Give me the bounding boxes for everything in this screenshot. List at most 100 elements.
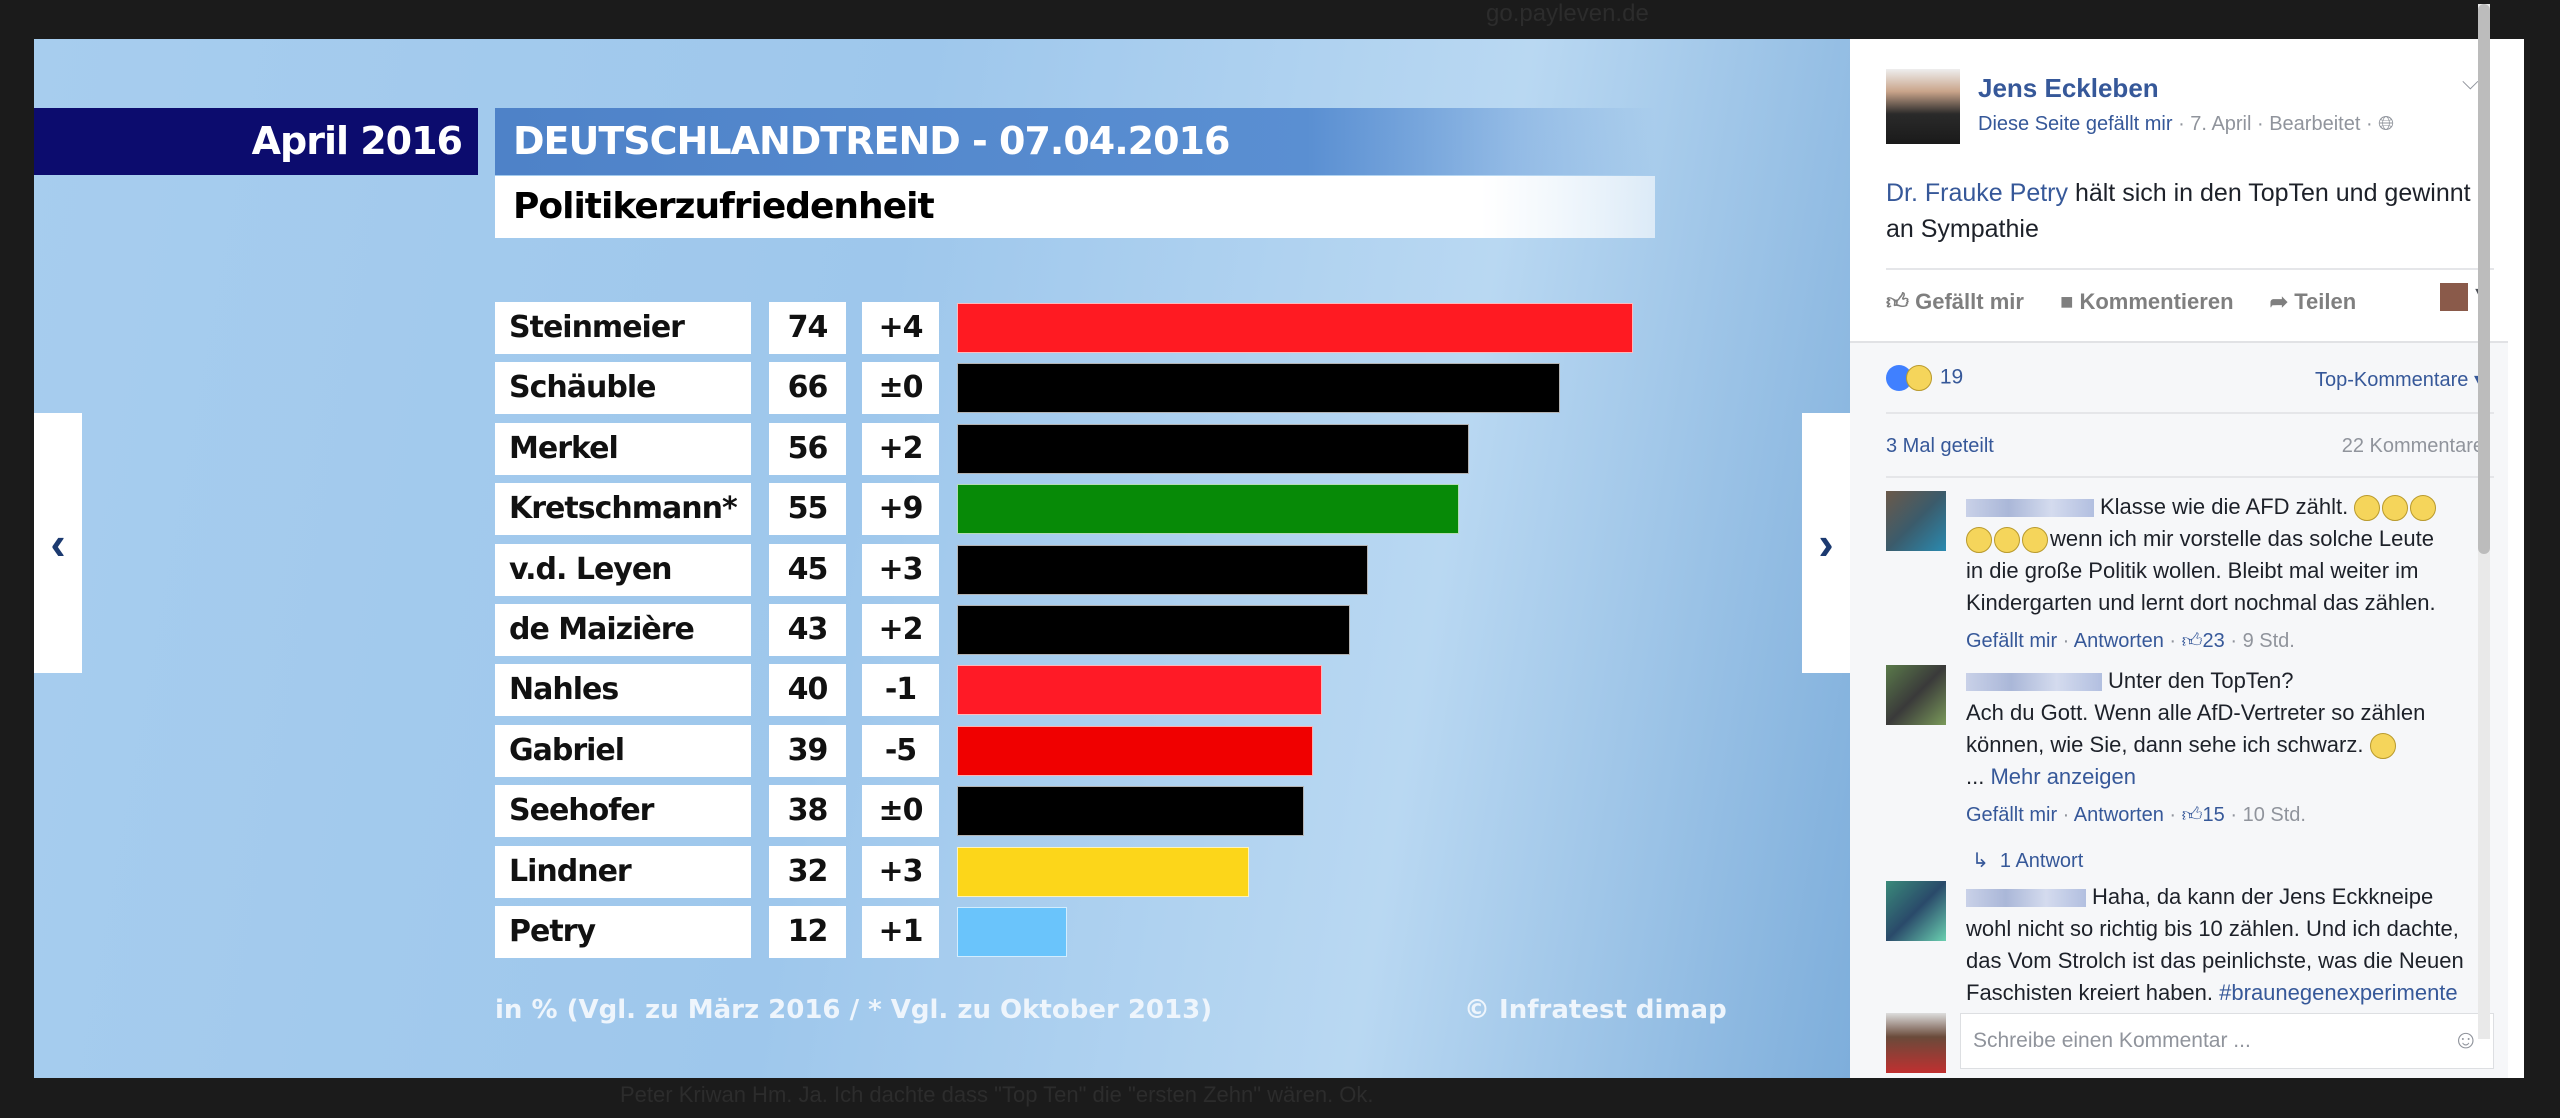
chart-header-month: April 2016 [34,108,478,175]
bar [957,423,1469,474]
data-label-value: 39 [769,724,846,777]
bar [957,484,1460,535]
globe-icon: 🌐︎ [2378,113,2395,135]
comments-count[interactable]: 22 Kommentare [2341,435,2484,457]
post-panel: Jens Eckleben Diese Seite gefällt mir · … [1850,39,2524,1078]
data-label-change: -5 [862,724,939,777]
comment-reply-link[interactable]: Antworten [2073,630,2164,652]
commenter-name-blurred[interactable] [1966,889,2086,908]
chevron-right-icon: › [1818,517,1834,569]
bar [957,605,1350,655]
data-label-change: ±0 [862,362,939,415]
view-replies-link[interactable]: ↳ 1 Antwort [1972,850,2084,872]
data-label-change: +1 [862,906,939,958]
comment: Klasse wie die AFD zählt. wenn ich mir v… [1966,494,2437,652]
next-photo-button[interactable]: › [1802,413,1850,673]
comment-bubble-icon: ■ [2060,289,2074,314]
author-avatar[interactable] [1886,69,1960,144]
bar [957,544,1369,595]
data-label-value: 45 [769,543,846,596]
comment-button[interactable]: ■ Kommentieren [2060,289,2234,314]
chart-footnote: in % (Vgl. zu März 2016 / * Vgl. zu Okto… [495,995,1213,1025]
data-label-value: 38 [769,785,846,838]
like-count-icon: 👍︎ [2181,630,2203,652]
comments-area: 19 Top-Kommentare ▾ 3 Mal geteilt 22 Kom… [1850,341,2508,1078]
bar [957,725,1314,776]
reactions-summary[interactable]: 19 [1886,365,1963,391]
like-button[interactable]: 👍︎ Gefällt mir [1886,289,2024,314]
chart-source: © Infratest dimap [1464,995,1727,1025]
bar [957,907,1067,957]
data-label-value: 32 [769,845,846,898]
bar-label: Petry [495,906,751,958]
data-label-value: 40 [769,664,846,717]
bar-label: Nahles [495,664,751,717]
haha-reaction-icon [1906,365,1932,391]
data-label-change: +3 [862,845,939,898]
mention-link[interactable]: Dr. Frauke Petry [1886,179,2068,207]
bar-label: Seehofer [495,785,751,838]
show-more-link[interactable]: Mehr anzeigen [1990,764,2136,789]
sort-comments-dropdown[interactable]: Top-Kommentare ▾ [2314,369,2484,391]
bar [957,846,1250,897]
share-button[interactable]: ➦ Teilen [2269,289,2357,314]
like-count-icon: 👍︎ [2181,804,2203,826]
background-link: go.payleven.de [1486,0,1649,27]
bar [957,363,1560,414]
previous-photo-button[interactable]: ‹ [34,413,82,673]
commenter-avatar[interactable] [1886,665,1946,725]
bar-label: Merkel [495,422,751,475]
comment: Haha, da kann der Jens Eckkneipe wohl ni… [1966,884,2464,1005]
chart-title: DEUTSCHLANDTREND - 07.04.2016 [495,108,1655,175]
post-meta: Diese Seite gefällt mir · 7. April · Bea… [1978,113,2394,136]
data-label-value: 74 [769,302,846,354]
bar [957,665,1323,716]
thumbs-up-icon: 👍︎ [1886,289,1909,314]
comment-reply-link[interactable]: Antworten [2073,804,2164,826]
comment-like-link[interactable]: Gefällt mir [1966,630,2058,652]
data-label-value: 66 [769,362,846,415]
data-label-change: +2 [862,604,939,656]
post-meta-text: · 7. April · Bearbeitet · [2172,113,2379,135]
commenter-name-blurred[interactable] [1966,673,2102,692]
data-label-change: ±0 [862,785,939,838]
comment: Unter den TopTen? Ach du Gott. Wenn alle… [1966,665,2425,877]
data-label-change: +4 [862,302,939,354]
commenter-avatar[interactable] [1886,881,1946,941]
bar [957,303,1633,353]
shares-link[interactable]: 3 Mal geteilt [1886,435,1994,457]
data-label-change: +3 [862,543,939,596]
my-avatar [1886,1013,1946,1073]
photo-stage: April 2016 DEUTSCHLANDTREND - 07.04.2016… [34,39,1850,1078]
chevron-left-icon: ‹ [50,517,66,569]
bar-label: Steinmeier [495,302,751,354]
data-label-value: 56 [769,422,846,475]
hashtag-link[interactable]: #braunegenexperimente [2219,980,2458,1005]
author-name[interactable]: Jens Eckleben [1978,73,2159,103]
comment-input[interactable]: Schreibe einen Kommentar ... ☺ [1960,1013,2494,1069]
panel-scrollbar-thumb[interactable] [2478,4,2490,554]
chart-subtitle: Politikerzufriedenheit [495,176,1655,238]
background-comment: Peter Kriwan Hm. Ja. Ich dachte dass "To… [620,1082,1374,1107]
share-arrow-icon: ➦ [2269,289,2289,314]
data-label-change: +9 [862,483,939,536]
post-options-chevron-icon[interactable]: ⌵ [2462,69,2479,94]
page-like-link[interactable]: Diese Seite gefällt mir [1978,113,2173,135]
post-text-line: hält sich in den TopTen und gewinnt [2068,179,2471,207]
commenter-avatar[interactable] [1886,491,1946,551]
data-label-change: +2 [862,422,939,475]
photo-lightbox: April 2016 DEUTSCHLANDTREND - 07.04.2016… [34,39,2524,1078]
post-text: Dr. Frauke Petry hält sich in den TopTen… [1886,175,2471,247]
data-label-value: 55 [769,483,846,536]
data-label-change: -1 [862,664,939,717]
bar [957,786,1305,837]
reply-arrow-icon: ↳ [1972,850,1989,872]
comment-like-link[interactable]: Gefällt mir [1966,804,2058,826]
commenter-name-blurred[interactable] [1966,499,2094,518]
post-text-line: an Sympathie [1886,215,2039,243]
actor-selector[interactable] [2440,283,2468,311]
emoji-picker-icon[interactable]: ☺ [2452,1024,2479,1054]
bar-label: v.d. Leyen [495,543,751,596]
data-label-value: 12 [769,906,846,958]
comment-input-placeholder: Schreibe einen Kommentar ... [1973,1029,2251,1052]
